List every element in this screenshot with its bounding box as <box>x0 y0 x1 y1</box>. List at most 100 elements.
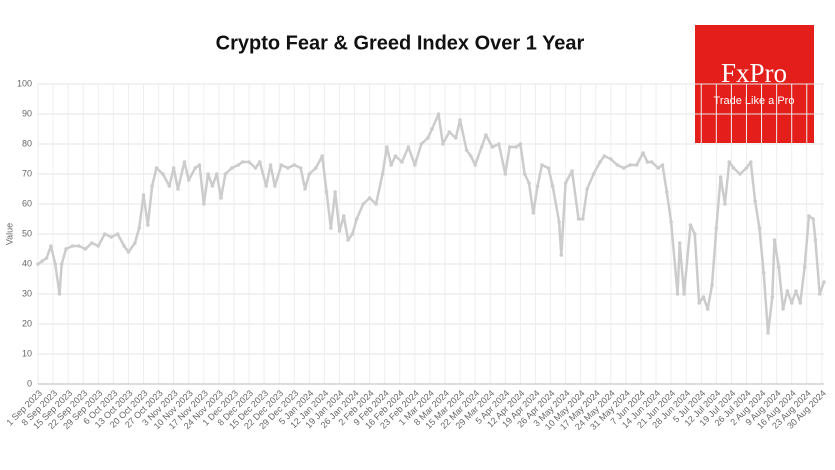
logo-brand: FxPro <box>721 58 787 88</box>
data-point <box>781 307 785 311</box>
data-point <box>473 163 477 167</box>
data-point <box>57 292 62 296</box>
data-point <box>419 142 424 146</box>
data-point <box>219 196 223 200</box>
data-point <box>109 235 114 239</box>
data-point <box>441 142 445 146</box>
data-point <box>247 160 251 164</box>
data-point <box>811 217 816 221</box>
data-point <box>744 166 749 170</box>
data-point <box>615 163 620 167</box>
data-point <box>102 232 107 236</box>
data-point <box>723 202 727 206</box>
data-point <box>167 184 172 188</box>
data-point <box>531 211 536 215</box>
data-point <box>115 232 120 236</box>
data-point <box>154 166 159 170</box>
data-point <box>36 262 40 266</box>
data-point <box>273 184 277 188</box>
y-tick-label: 80 <box>22 138 32 148</box>
data-point <box>389 163 393 167</box>
data-point <box>503 172 508 176</box>
data-point <box>753 199 757 203</box>
data-point <box>677 241 682 245</box>
data-point <box>253 166 258 170</box>
data-point <box>692 232 697 236</box>
data-point <box>710 283 714 287</box>
data-point <box>223 172 228 176</box>
data-point <box>453 136 458 140</box>
data-point <box>757 226 762 230</box>
data-point <box>146 223 150 227</box>
data-point <box>813 238 818 242</box>
data-point <box>436 112 441 116</box>
data-point <box>40 259 45 263</box>
data-point <box>621 166 626 170</box>
y-tick-label: 60 <box>22 198 32 208</box>
data-point <box>161 172 165 176</box>
data-point <box>727 160 732 164</box>
y-tick-label: 30 <box>22 288 32 298</box>
data-point <box>240 160 245 164</box>
data-point <box>64 247 68 251</box>
data-point <box>337 229 342 233</box>
data-point <box>176 187 180 191</box>
data-point <box>535 184 540 188</box>
data-point <box>479 145 484 149</box>
data-point <box>682 292 686 296</box>
data-point <box>292 163 297 167</box>
data-point <box>645 160 650 164</box>
logo-tagline: Trade Like a Pro <box>714 95 795 107</box>
data-point <box>430 127 434 131</box>
data-point <box>628 163 632 167</box>
data-point <box>385 145 389 149</box>
data-point <box>798 301 803 305</box>
data-point <box>150 184 154 188</box>
data-point <box>497 142 501 146</box>
data-point <box>90 241 94 245</box>
data-point <box>182 160 187 164</box>
data-point <box>581 217 585 221</box>
data-point <box>748 160 753 164</box>
data-point <box>210 184 215 188</box>
data-point <box>817 292 822 296</box>
data-point <box>591 172 596 176</box>
data-point <box>507 145 512 149</box>
data-point <box>718 175 723 179</box>
data-point <box>367 196 372 200</box>
data-point <box>298 166 303 170</box>
data-point <box>236 163 241 167</box>
data-point <box>669 220 673 224</box>
data-point <box>303 187 307 191</box>
y-tick-label: 100 <box>17 78 32 88</box>
data-point <box>557 220 561 224</box>
data-point <box>406 145 411 149</box>
data-point <box>665 190 669 194</box>
data-point <box>96 244 101 248</box>
data-point <box>447 130 452 134</box>
data-point <box>794 289 798 293</box>
data-point <box>807 214 811 218</box>
data-point <box>141 193 146 197</box>
data-point <box>393 154 398 158</box>
data-point <box>44 256 49 260</box>
y-tick-label: 20 <box>22 318 32 328</box>
data-point <box>770 295 775 299</box>
data-point <box>490 145 495 149</box>
data-point <box>361 202 365 206</box>
data-point <box>458 118 462 122</box>
data-point <box>264 184 269 188</box>
data-point <box>186 178 191 182</box>
data-point <box>660 163 665 167</box>
data-point <box>540 163 544 167</box>
data-point <box>400 160 404 164</box>
data-point <box>772 238 777 242</box>
data-point <box>268 163 273 167</box>
data-point <box>137 226 142 230</box>
y-tick-label: 10 <box>22 348 32 358</box>
data-point <box>714 226 719 230</box>
data-point <box>53 262 58 266</box>
data-point <box>518 142 523 146</box>
y-tick-label: 70 <box>22 168 32 178</box>
